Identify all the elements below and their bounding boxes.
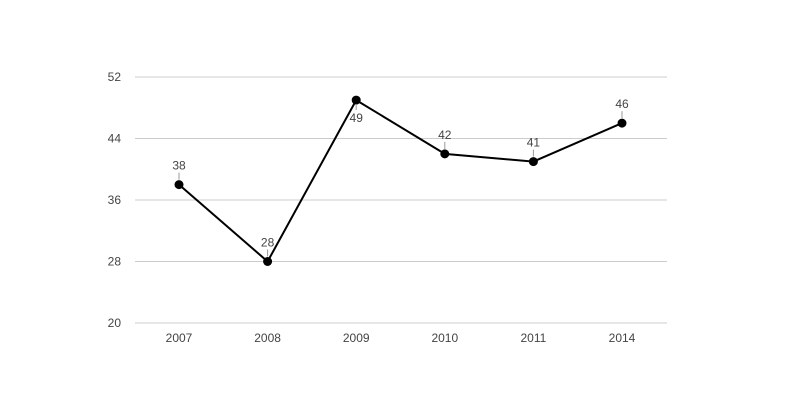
series [174,95,627,266]
data-label-2010: 42 [438,128,452,142]
data-label-2008: 28 [261,236,275,250]
data-labels: 38 28 49 42 41 46 [172,97,629,257]
y-tick-label-52: 52 [108,70,122,84]
y-tick-label-20: 20 [108,316,122,330]
data-point-2009 [351,95,361,105]
grid-lines [135,76,667,324]
x-tick-label-2010: 2010 [431,331,458,345]
data-point-2008 [263,257,273,266]
data-point-2007 [174,180,184,190]
data-label-2014: 46 [615,97,629,111]
y-tick-label-44: 44 [108,132,122,146]
x-tick-label-2007: 2007 [166,331,193,345]
y-tick-label-36: 36 [108,193,122,207]
y-tick-label-28: 28 [108,255,122,269]
data-point-2010 [440,149,450,159]
data-label-2009: 49 [350,111,364,125]
series-line [178,98,623,264]
x-tick-label-2011: 2011 [520,331,546,345]
x-tick-label-2009: 2009 [343,331,370,345]
x-tick-label-2008: 2008 [254,331,281,345]
data-label-2011: 41 [527,136,541,150]
data-point-2014 [617,118,627,128]
data-point-2011 [528,157,538,167]
y-axis: 20 28 36 44 52 [108,70,122,330]
data-label-2007: 38 [172,159,186,173]
x-tick-label-2014: 2014 [609,331,636,345]
x-axis: 2007 2008 2009 2010 2011 2014 [166,331,636,345]
